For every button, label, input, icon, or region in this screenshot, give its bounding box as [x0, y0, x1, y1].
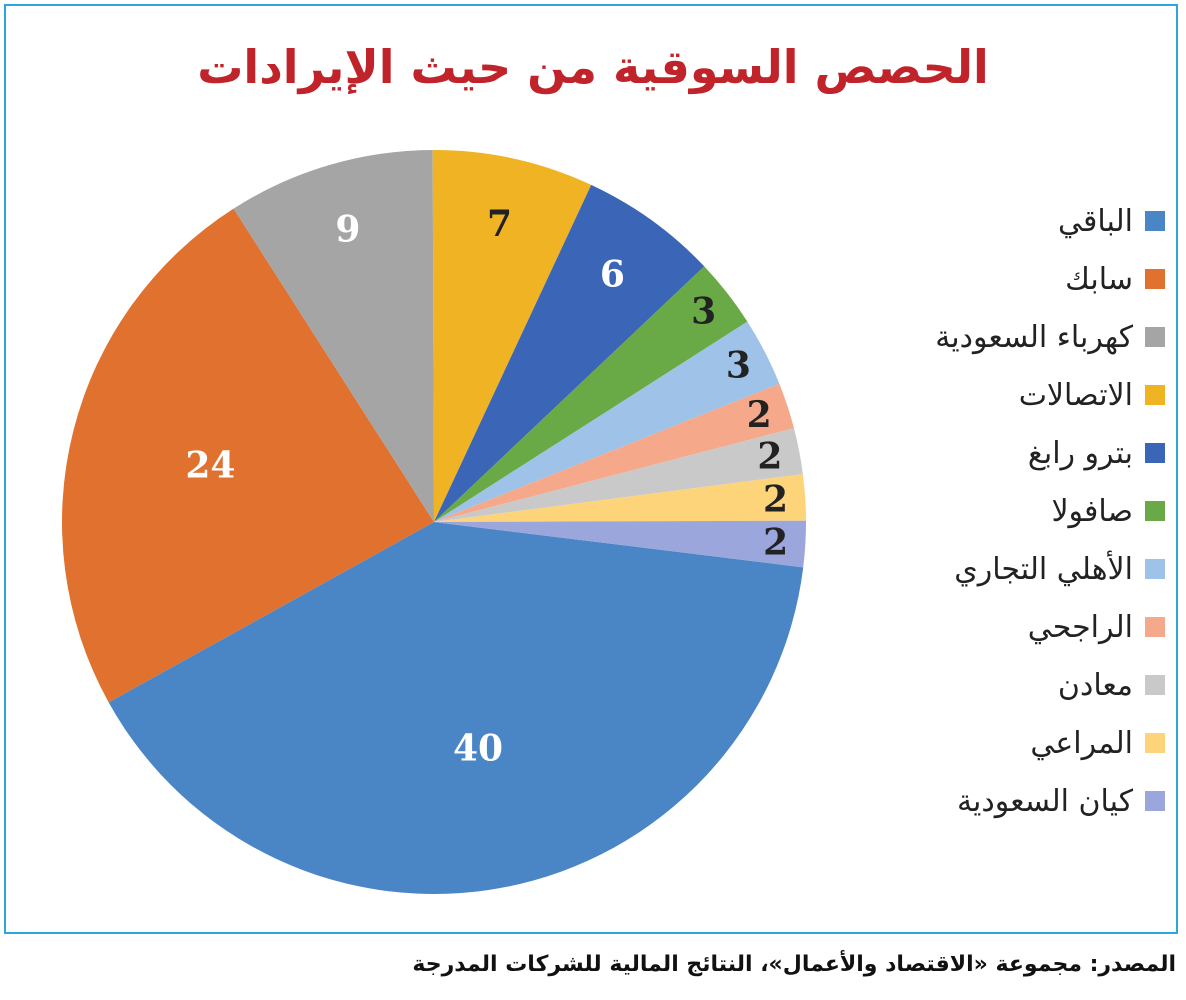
slice-value-label: 7	[487, 203, 512, 245]
pie-slice	[434, 474, 806, 522]
legend-label: كهرباء السعودية	[935, 319, 1133, 355]
legend-item: الراجحي	[855, 598, 1165, 656]
slice-value-label: 3	[726, 345, 751, 387]
legend-item: الأهلي التجاري	[855, 540, 1165, 598]
legend-item: معادن	[855, 656, 1165, 714]
legend: الباقي سابك كهرباء السعودية الاتصالات بترو ر…	[855, 192, 1165, 830]
legend-item: سابك	[855, 250, 1165, 308]
pie-slice	[434, 321, 780, 522]
legend-swatch	[1145, 559, 1165, 579]
legend-label: صافولا	[1051, 493, 1133, 529]
pie-slice	[434, 184, 705, 522]
legend-label: الاتصالات	[1018, 377, 1133, 413]
legend-item: بترو رابغ	[855, 424, 1165, 482]
pie-slice	[434, 266, 748, 522]
legend-swatch	[1145, 443, 1165, 463]
legend-label: بترو رابغ	[1027, 435, 1133, 471]
pie-slice	[61, 208, 434, 703]
legend-swatch	[1145, 211, 1165, 231]
pie-slice	[434, 383, 794, 522]
legend-label: الراجحي	[1027, 609, 1133, 645]
legend-label: الأهلي التجاري	[954, 551, 1133, 587]
slice-value-label: 2	[757, 436, 782, 478]
slice-value-label: 2	[763, 521, 788, 563]
slice-value-label: 9	[335, 208, 360, 250]
slice-value-label: 3	[691, 290, 716, 332]
pie-slice	[434, 520, 806, 568]
legend-swatch	[1145, 675, 1165, 695]
legend-item: كيان السعودية	[855, 772, 1165, 830]
pie-slice	[233, 150, 434, 523]
legend-swatch	[1145, 501, 1165, 521]
source-note: المصدر: مجموعة «الاقتصاد والأعمال»، النت…	[412, 952, 1176, 977]
chart-title: الحصص السوقية من حيث الإيرادات	[197, 40, 989, 94]
legend-item: المراعي	[855, 714, 1165, 772]
pie-slice	[108, 522, 804, 894]
pie-slice	[434, 428, 803, 522]
legend-label: الباقي	[1057, 203, 1133, 239]
legend-swatch	[1145, 385, 1165, 405]
legend-swatch	[1145, 733, 1165, 753]
slice-value-label: 40	[453, 727, 503, 769]
legend-item: كهرباء السعودية	[855, 308, 1165, 366]
legend-item: الاتصالات	[855, 366, 1165, 424]
pie-slices	[61, 150, 806, 894]
slice-value-label: 6	[600, 254, 625, 296]
legend-label: كيان السعودية	[956, 783, 1133, 819]
legend-swatch	[1145, 791, 1165, 811]
legend-swatch	[1145, 617, 1165, 637]
slice-value-label: 2	[763, 478, 788, 520]
slice-value-label: 2	[747, 394, 772, 436]
legend-swatch	[1145, 327, 1165, 347]
legend-label: المراعي	[1030, 725, 1133, 761]
legend-swatch	[1145, 269, 1165, 289]
legend-label: معادن	[1057, 667, 1133, 703]
legend-label: سابك	[1065, 261, 1133, 297]
legend-item: الباقي	[855, 192, 1165, 250]
pie-slice	[432, 150, 592, 523]
legend-item: صافولا	[855, 482, 1165, 540]
slice-value-label: 24	[185, 444, 235, 486]
